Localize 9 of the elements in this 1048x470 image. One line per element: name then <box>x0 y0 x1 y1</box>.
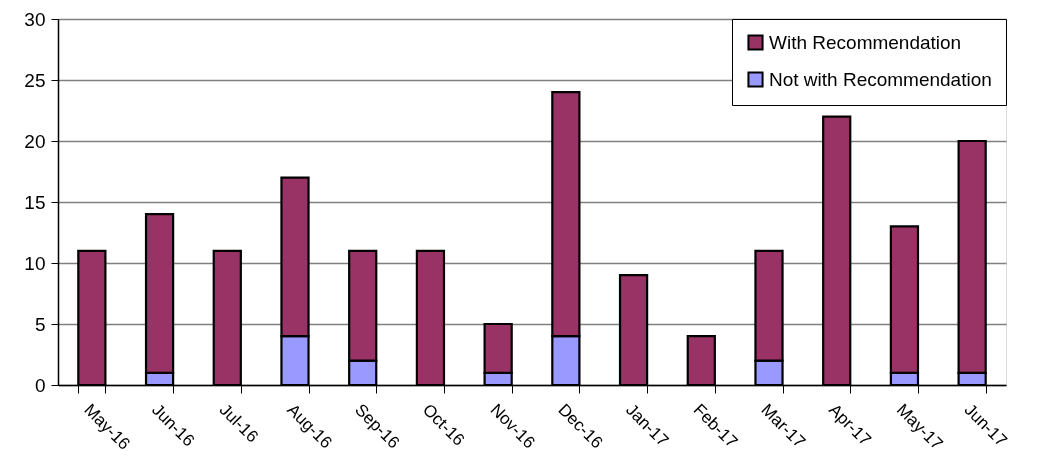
y-tick-label: 25 <box>24 69 46 91</box>
y-tick-label: 10 <box>24 252 46 274</box>
y-tick-label: 30 <box>24 8 46 30</box>
legend-label: With Recommendation <box>769 31 962 53</box>
y-tick-label: 5 <box>34 313 46 335</box>
y-tick-label: 0 <box>34 374 46 396</box>
y-tick-label: 15 <box>24 191 46 213</box>
legend-label: Not with Recommendation <box>769 68 992 90</box>
y-tick-label: 20 <box>24 130 46 152</box>
